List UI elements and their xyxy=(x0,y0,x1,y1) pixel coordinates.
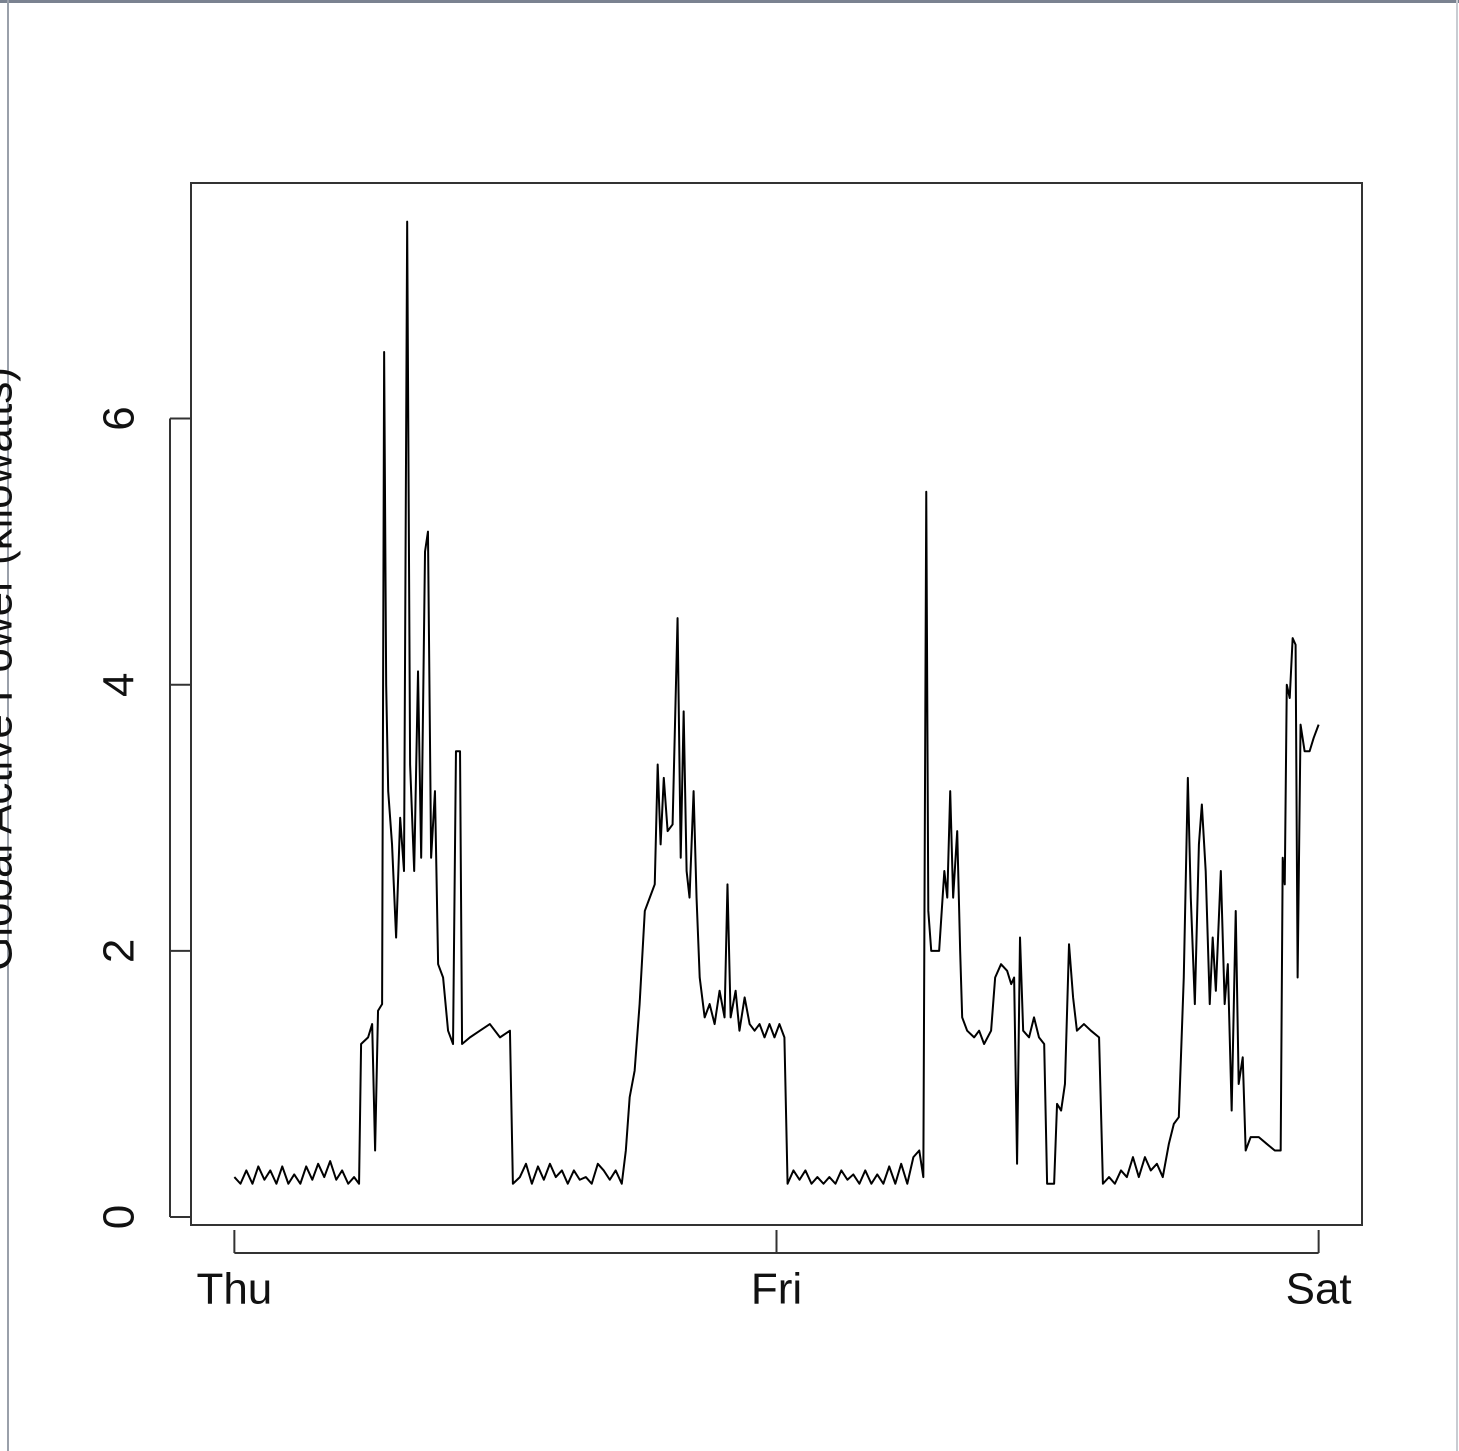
x-tick-label: Fri xyxy=(751,1265,802,1314)
x-tick-label: Thu xyxy=(196,1265,272,1314)
y-axis-label: Global Active Power (kilowatts) xyxy=(0,367,22,971)
plot-box xyxy=(190,182,1363,1226)
x-tick-label: Sat xyxy=(1286,1265,1352,1314)
y-tick-label: 6 xyxy=(95,406,144,430)
y-tick-label: 2 xyxy=(95,939,144,963)
y-tick-label: 0 xyxy=(95,1205,144,1229)
data-line xyxy=(233,220,1320,1185)
y-tick-label: 4 xyxy=(95,672,144,696)
